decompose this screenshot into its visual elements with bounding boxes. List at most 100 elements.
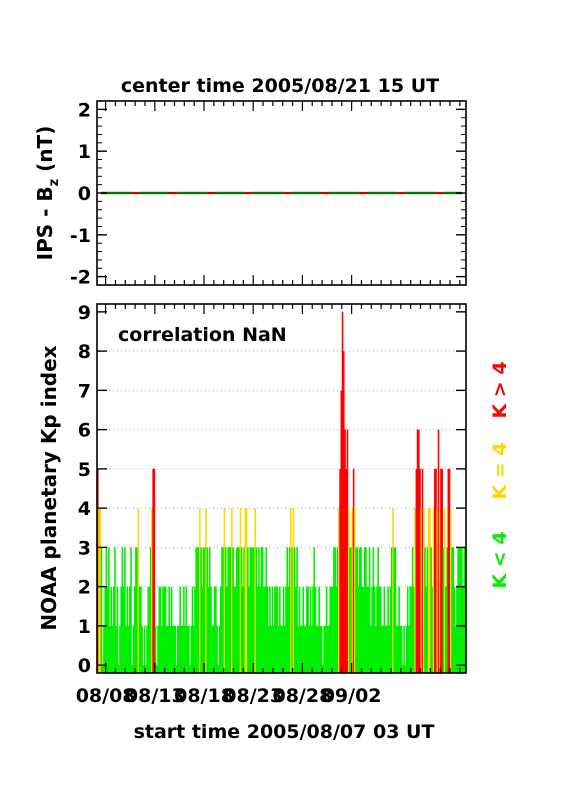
top-panel-xticks — [105, 101, 461, 285]
kp-bar — [312, 586, 314, 673]
kp-legend-entry: K > 4 — [489, 361, 511, 418]
kp-bar — [277, 625, 280, 673]
kp-ytick-label: 0 — [78, 655, 91, 677]
kp-panel: 0 1 2 3 4 5 6 7 8 9 08/0808/1308/1808/2308/2809/0… — [76, 302, 467, 707]
kp-bar — [442, 547, 445, 673]
kp-bar — [270, 625, 273, 673]
kp-bar — [390, 547, 393, 673]
kp-bar — [222, 547, 225, 673]
kp-xtick-label: 08/28 — [272, 685, 332, 707]
kp-xtick-label: 08/23 — [223, 685, 283, 707]
kp-bar — [204, 547, 206, 673]
kp-bar — [232, 547, 234, 673]
kp-bar — [322, 665, 324, 673]
kp-bar — [127, 625, 130, 673]
kp-bar — [399, 625, 402, 673]
top-panel-ylabel-subscript: z — [47, 179, 62, 187]
kp-bar — [103, 625, 105, 673]
kp-bar — [159, 586, 162, 673]
kp-bar — [269, 586, 271, 673]
kp-bar — [374, 625, 377, 673]
kp-bar — [170, 586, 173, 673]
kp-bar — [223, 508, 226, 673]
kp-bar — [331, 586, 334, 673]
kp-bar — [172, 625, 174, 673]
kp-bar — [208, 547, 211, 673]
kp-ytick-label: 5 — [78, 459, 91, 481]
kp-bar — [350, 547, 352, 673]
kp-bar — [445, 586, 447, 673]
kp-bar — [361, 586, 364, 673]
kp-bar — [307, 586, 309, 673]
top-ytick-label: 2 — [78, 99, 91, 121]
kp-bar — [194, 586, 196, 673]
kp-bar — [122, 586, 125, 673]
kp-bar — [448, 468, 451, 673]
kp-bar — [397, 625, 399, 673]
kp-legend-entry: K < 4 — [489, 531, 511, 588]
kp-bar — [309, 586, 312, 673]
kp-bar — [443, 508, 446, 673]
kp-bar — [411, 547, 414, 673]
kp-bar — [226, 586, 228, 673]
kp-bar — [314, 586, 317, 673]
kp-bar — [377, 547, 380, 673]
kp-bar — [164, 586, 167, 673]
kp-bar — [365, 547, 367, 673]
kp-bar — [324, 625, 327, 673]
kp-bar — [212, 625, 215, 673]
kp-bar — [435, 468, 437, 673]
kp-bar — [148, 586, 151, 673]
kp-bar — [157, 625, 159, 673]
kp-ylabel: NOAA planetary Kp index — [37, 345, 61, 630]
kp-bar — [463, 547, 466, 673]
kp-bar — [168, 586, 170, 673]
kp-bar — [248, 586, 250, 673]
kp-bar — [121, 547, 124, 673]
kp-bar — [238, 547, 241, 673]
kp-bar — [233, 586, 236, 673]
top-panel: 2 1 0 -1 -2 — [70, 99, 467, 289]
kp-bar — [224, 547, 227, 673]
kp-bar — [304, 625, 307, 673]
kp-bar — [250, 547, 253, 673]
kp-bar — [216, 625, 218, 673]
kp-bar — [458, 547, 461, 673]
kp-ytick-label: 6 — [78, 420, 91, 442]
kp-bar — [104, 586, 106, 673]
kp-bar — [213, 586, 216, 673]
kp-bar — [263, 586, 265, 673]
kp-bar — [426, 547, 429, 673]
kp-bar — [431, 586, 434, 673]
kp-bar — [260, 547, 263, 673]
kp-bar — [413, 586, 415, 673]
kp-bar — [303, 625, 306, 673]
correlation-annotation: correlation NaN — [118, 324, 287, 346]
kp-bar — [313, 547, 316, 673]
kp-bar — [298, 586, 301, 673]
kp-bar — [255, 547, 258, 673]
kp-bar — [403, 625, 405, 673]
kp-bar — [186, 625, 189, 673]
kp-xtick-label: 08/13 — [125, 685, 185, 707]
kp-bar — [201, 586, 204, 673]
kp-bar — [327, 625, 329, 673]
kp-bar — [349, 547, 351, 673]
kp-bar — [354, 508, 356, 673]
kp-bar — [357, 586, 360, 673]
kp-bar — [379, 586, 382, 673]
kp-bar — [345, 468, 348, 673]
kp-bar — [124, 547, 126, 673]
kp-bar — [281, 625, 284, 673]
kp-bar — [440, 468, 442, 673]
kp-bar — [320, 625, 323, 673]
kp-bar — [347, 508, 350, 673]
kp-bar — [244, 508, 247, 673]
kp-bar — [237, 547, 239, 673]
kp-bar — [323, 625, 325, 673]
kp-bar — [338, 508, 340, 673]
kp-bar — [339, 468, 341, 673]
kp-bar — [183, 586, 185, 673]
kp-bar — [174, 625, 177, 673]
kp-bar — [142, 665, 145, 673]
